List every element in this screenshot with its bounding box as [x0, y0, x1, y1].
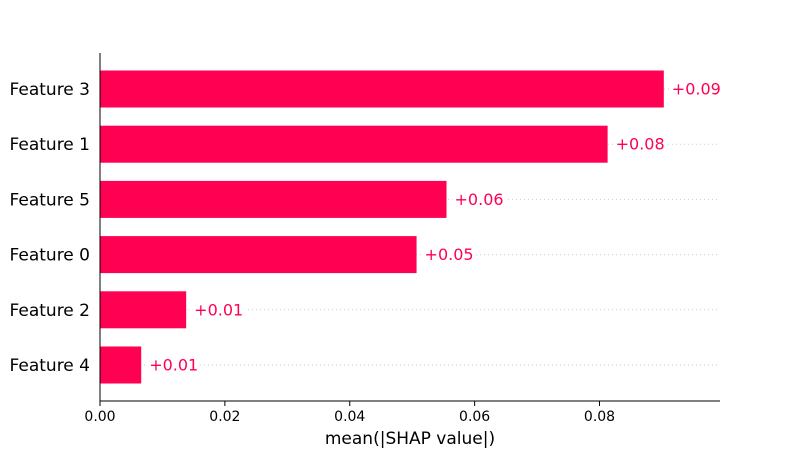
data-label-background [452, 189, 506, 209]
bar [100, 180, 447, 218]
category-labels-group: Feature 3 Feature 1 Feature 5 Feature 0 Feat… [10, 80, 90, 376]
x-tick-label: 0.06 [459, 409, 490, 425]
x-axis-title: mean(|SHAP value|) [325, 429, 495, 449]
bars-group [100, 70, 664, 384]
category-label: Feature 2 [10, 301, 90, 321]
data-label-background [422, 245, 476, 265]
data-label-background [613, 134, 667, 154]
data-label-background [669, 79, 723, 99]
bar [100, 291, 187, 329]
data-label: +0.01 [149, 356, 198, 375]
category-label: Feature 4 [10, 356, 90, 376]
data-label: +0.09 [672, 80, 721, 99]
data-label: +0.08 [616, 135, 665, 154]
data-label: +0.06 [455, 190, 504, 209]
data-label-background [192, 300, 246, 320]
data-label-background [147, 355, 201, 375]
bar [100, 236, 417, 274]
category-label: Feature 3 [10, 80, 90, 100]
bar [100, 346, 142, 384]
data-label: +0.01 [194, 300, 243, 319]
data-label: +0.05 [425, 245, 474, 264]
x-tick-label: 0.02 [209, 409, 240, 425]
bar [100, 70, 664, 108]
x-tick-label: 0.04 [334, 409, 365, 425]
value-labels-group: +0.09 +0.08 +0.06 +0.05 +0.01 +0.01 [147, 79, 723, 375]
category-label: Feature 5 [10, 190, 90, 210]
category-label: Feature 0 [10, 246, 90, 266]
bar [100, 125, 608, 163]
x-tick-label: 0.08 [584, 409, 615, 425]
x-tick-label: 0.00 [84, 409, 115, 425]
x-ticks-group: 0.00 0.02 0.04 0.06 0.08 [84, 401, 615, 425]
category-label: Feature 1 [10, 135, 90, 155]
